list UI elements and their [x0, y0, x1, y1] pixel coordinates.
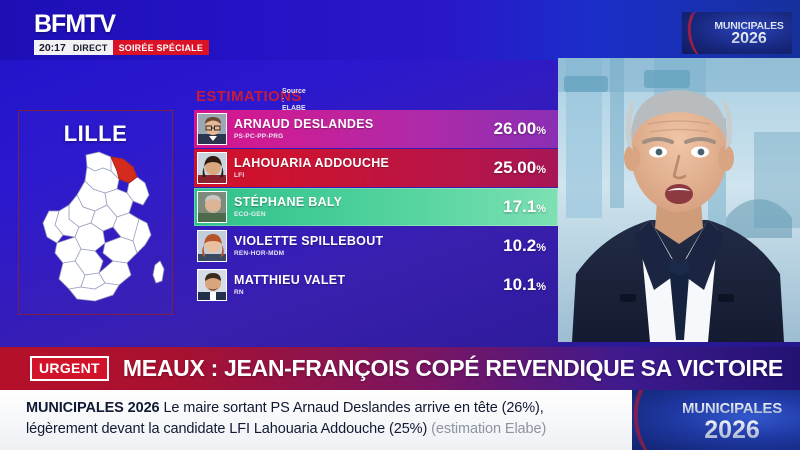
candidate-party: LFI: [234, 171, 245, 179]
result-row-2[interactable]: LAHOUARIA ADDOUCHE LFI 25.00%: [194, 149, 558, 187]
ticker-text-1: Le maire sortant PS Arnaud Deslandes arr…: [159, 400, 544, 416]
breaking-news-banner: URGENT MEAUX : JEAN-FRANÇOIS COPÉ REVEND…: [0, 347, 800, 390]
election-logo-top-line1: MUNICIPALES: [710, 20, 788, 32]
result-row-3[interactable]: STÉPHANE BALY ECO-GEN 17.1%: [194, 188, 558, 226]
candidate-name: STÉPHANE BALY: [234, 194, 343, 209]
percent-symbol: %: [536, 203, 546, 215]
candidate-info: VIOLETTE SPILLEBOUT REN-HOR-MDM: [234, 233, 503, 258]
score-value: 25.00: [493, 158, 537, 177]
candidate-party: PS-PC-PP-PRG: [234, 132, 284, 140]
source-label: Source :: [282, 88, 306, 104]
score-value: 10.2: [503, 236, 537, 255]
candidate-score: 10.1%: [503, 275, 546, 295]
candidate-name: LAHOUARIA ADDOUCHE: [234, 155, 390, 170]
map-panel: LILLE: [18, 110, 173, 315]
corsica-shape: [152, 260, 165, 284]
score-value: 17.1: [503, 197, 537, 216]
candidate-name: MATTHIEU VALET: [234, 272, 346, 287]
candidate-info: STÉPHANE BALY ECO-GEN: [234, 194, 503, 219]
election-logo-top-line2: 2026: [710, 30, 788, 48]
live-label: DIRECT: [70, 40, 113, 55]
results-bar-list: ARNAUD DESLANDES PS-PC-PP-PRG 26.00% LAH…: [194, 110, 558, 305]
ticker-line-1: MUNICIPALES 2026 Le maire sortant PS Arn…: [26, 398, 618, 419]
percent-symbol: %: [536, 164, 546, 176]
candidate-portrait: [197, 230, 227, 262]
map-city-label: LILLE: [63, 121, 128, 146]
candidate-portrait: [197, 191, 227, 223]
bfmtv-logo: BFMTV: [34, 10, 116, 38]
candidate-name: ARNAUD DESLANDES: [234, 116, 374, 131]
lille-region-highlight: [110, 156, 138, 184]
candidate-score: 17.1%: [503, 197, 546, 217]
election-logo-bottom: MUNICIPALES 2026: [632, 390, 800, 450]
candidate-name: VIOLETTE SPILLEBOUT: [234, 233, 384, 248]
result-row-5[interactable]: MATTHIEU VALET RN 10.1%: [194, 266, 558, 304]
candidate-party: REN-HOR-MDM: [234, 249, 285, 257]
percent-symbol: %: [536, 125, 546, 137]
candidate-party: ECO-GEN: [234, 210, 266, 218]
result-row-4[interactable]: VIOLETTE SPILLEBOUT REN-HOR-MDM 10.2%: [194, 227, 558, 265]
clock-time: 20:17: [34, 40, 71, 55]
source-name: ELABE: [282, 105, 306, 112]
program-label: SOIRÉE SPÉCIALE: [112, 40, 210, 55]
ticker-kicker: MUNICIPALES 2026: [26, 400, 160, 416]
candidate-info: ARNAUD DESLANDES PS-PC-PP-PRG: [234, 116, 494, 141]
election-logo-top: MUNICIPALES 2026: [682, 12, 792, 54]
news-ticker: MUNICIPALES 2026 Le maire sortant PS Arn…: [0, 390, 632, 450]
election-logo-bottom-line2: 2026: [670, 416, 794, 445]
candidate-info: MATTHIEU VALET RN: [234, 272, 503, 297]
estimations-source: Source : ELABE: [282, 88, 306, 114]
ticker-attribution: (estimation Elabe): [431, 421, 547, 437]
score-value: 10.1: [503, 275, 537, 294]
ticker-line-2: légèrement devant la candidate LFI Lahou…: [26, 419, 618, 440]
ticker-text-2: légèrement devant la candidate LFI Lahou…: [26, 421, 432, 437]
candidate-portrait: [197, 113, 227, 145]
candidate-info: LAHOUARIA ADDOUCHE LFI: [234, 155, 494, 180]
candidate-party: RN: [234, 288, 244, 296]
channel-header: BFMTV 20:17 DIRECT SOIRÉE SPÉCIALE MUNIC…: [0, 0, 800, 60]
election-logo-bottom-line1: MUNICIPALES: [670, 400, 794, 417]
candidate-score: 25.00%: [494, 158, 546, 178]
urgent-badge: URGENT: [30, 356, 109, 381]
estimations-title: ESTIMATIONS: [196, 88, 302, 105]
candidate-score: 10.2%: [503, 236, 546, 256]
france-map-icon: [42, 151, 165, 302]
candidate-portrait: [197, 152, 227, 184]
result-row-1[interactable]: ARNAUD DESLANDES PS-PC-PP-PRG 26.00%: [194, 110, 558, 148]
candidate-portrait: [197, 269, 227, 301]
score-value: 26.00: [493, 119, 537, 138]
live-video-feed: [558, 58, 800, 342]
percent-symbol: %: [536, 242, 546, 254]
percent-symbol: %: [536, 281, 546, 293]
live-status-bar: 20:17 DIRECT SOIRÉE SPÉCIALE: [34, 40, 210, 55]
candidate-score: 26.00%: [494, 119, 546, 139]
breaking-headline: MEAUX : JEAN-FRANÇOIS COPÉ REVENDIQUE SA…: [122, 355, 783, 381]
